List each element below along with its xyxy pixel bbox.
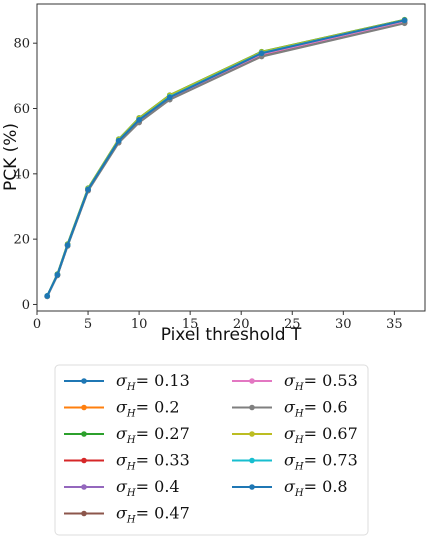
series-line [46, 20, 405, 297]
legend-swatch-marker [249, 378, 255, 384]
y-axis-label: PCK (%) [1, 123, 21, 191]
y-tick-label: 80 [13, 37, 30, 52]
y-axis: 0 20 40 60 80 [13, 37, 37, 313]
legend-swatch-marker [81, 404, 87, 411]
legend-item: σH= 0.73 [232, 451, 358, 473]
data-point [54, 271, 61, 278]
data-point [44, 293, 51, 299]
legend-label: σH= 0.8 [284, 477, 348, 499]
x-tick-label: 5 [84, 317, 92, 332]
x-axis-label: Pixel threshold T [161, 325, 302, 345]
legend-item: σH= 0.27 [64, 424, 190, 446]
series-line [46, 18, 405, 297]
y-tick-label: 0 [22, 298, 30, 313]
x-tick-label: 10 [131, 317, 148, 332]
legend-swatch-marker [249, 431, 255, 437]
legend-swatch-marker [81, 378, 87, 384]
x-tick-label: 30 [335, 317, 352, 332]
series-line [46, 20, 405, 297]
legend-swatch-marker [81, 510, 87, 517]
legend-label: σH= 0.6 [284, 398, 348, 420]
series-line [46, 19, 405, 297]
legend-label: σH= 0.2 [116, 398, 180, 420]
data-point [401, 17, 408, 24]
series-0.4 [44, 18, 408, 300]
data-point [64, 242, 71, 248]
legend-item: σH= 0.47 [64, 504, 190, 526]
series-0.73 [44, 17, 408, 299]
series-0.53 [44, 18, 408, 300]
series-line [46, 19, 405, 297]
series-line [46, 19, 405, 297]
series-layer [44, 16, 408, 300]
data-point [166, 94, 173, 101]
legend-label: σH= 0.53 [284, 371, 358, 393]
legend-label: σH= 0.47 [116, 504, 190, 526]
legend-swatch-marker [81, 484, 87, 490]
x-tick-label: 15 [182, 317, 199, 332]
data-point [136, 117, 142, 123]
legend-label: σH= 0.67 [284, 424, 358, 446]
data-point [85, 186, 91, 193]
y-tick-label: 40 [13, 167, 30, 182]
series-line [46, 19, 405, 297]
legend-label: σH= 0.33 [116, 451, 190, 473]
series-0.13 [44, 17, 408, 300]
legend-item: σH= 0.8 [232, 477, 348, 499]
series-line [46, 22, 405, 297]
legend-swatch-marker [249, 457, 255, 464]
plot-frame [36, 3, 426, 312]
legend-swatch-marker [81, 431, 87, 437]
series-line [46, 19, 405, 297]
series-0.47 [44, 20, 408, 300]
x-tick-label: 0 [33, 317, 41, 332]
legend-label: σH= 0.13 [116, 371, 190, 393]
legend-item: σH= 0.13 [64, 371, 190, 393]
legend-box [54, 364, 369, 536]
series-0.27 [44, 16, 408, 299]
legend-item: σH= 0.53 [232, 371, 358, 393]
legend: σH= 0.13 σH= 0.2 σH= 0.27 σH= 0.33 σH= 0.4 σH… [54, 364, 369, 536]
x-tick-label: 20 [233, 317, 250, 332]
x-axis: 0 5 10 15 20 25 30 35 [33, 311, 403, 332]
legend-item: σH= 0.4 [64, 477, 180, 499]
series-0.2 [44, 17, 408, 299]
y-tick-label: 20 [13, 233, 30, 248]
legend-swatch-marker [81, 457, 87, 464]
y-tick-label: 60 [13, 102, 30, 117]
legend-item: σH= 0.33 [64, 451, 190, 473]
series-0.6 [44, 20, 408, 300]
legend-label: σH= 0.73 [284, 451, 358, 473]
x-tick-label: 35 [386, 317, 403, 332]
series-0.67 [44, 17, 408, 299]
legend-label: σH= 0.27 [116, 424, 190, 446]
data-point [115, 138, 122, 144]
data-point [258, 50, 265, 57]
legend-item: σH= 0.67 [232, 424, 358, 446]
legend-swatch-marker [249, 484, 255, 490]
legend-swatch-marker [249, 404, 255, 411]
series-0.8 [44, 17, 408, 299]
series-0.33 [44, 19, 408, 300]
legend-label: σH= 0.4 [116, 477, 180, 499]
x-tick-label: 25 [284, 317, 301, 332]
series-line [46, 21, 405, 297]
legend-item: σH= 0.2 [64, 398, 180, 420]
plot-area [36, 3, 426, 312]
legend-item: σH= 0.6 [232, 398, 348, 420]
series-line [46, 21, 405, 297]
